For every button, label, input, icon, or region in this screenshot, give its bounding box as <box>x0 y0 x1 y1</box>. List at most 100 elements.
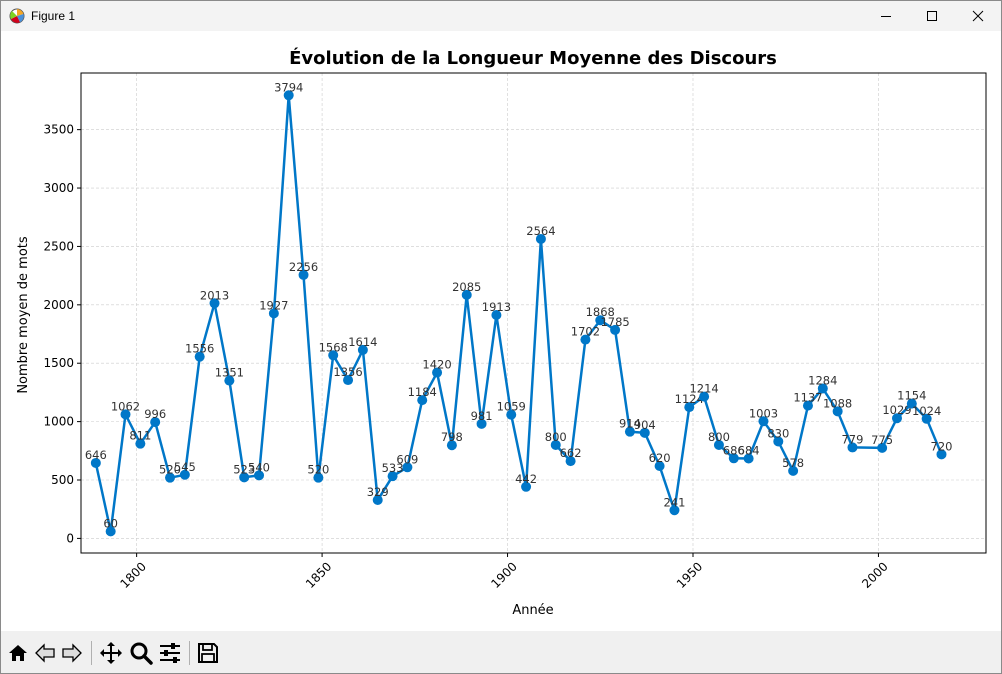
data-label: 646 <box>85 448 107 462</box>
y-tick-label: 500 <box>51 473 74 487</box>
data-label: 1614 <box>348 335 377 349</box>
y-tick-label: 1000 <box>43 415 74 429</box>
data-point <box>343 375 354 386</box>
minimize-icon <box>881 16 891 17</box>
data-point <box>832 406 843 417</box>
data-point <box>773 436 784 447</box>
data-point <box>669 505 680 516</box>
data-label: 1785 <box>600 315 629 329</box>
y-tick-label: 1500 <box>43 356 74 370</box>
y-tick-label: 3500 <box>43 123 74 137</box>
data-point <box>150 417 161 428</box>
data-point <box>521 481 532 492</box>
data-point <box>283 90 294 101</box>
data-label: 609 <box>396 452 418 466</box>
maximize-button[interactable] <box>909 1 955 31</box>
data-label: 1568 <box>319 340 348 354</box>
home-button[interactable] <box>5 640 31 666</box>
data-label: 684 <box>738 444 760 458</box>
data-label: 800 <box>708 430 730 444</box>
data-point <box>580 334 591 345</box>
data-label: 1184 <box>408 385 437 399</box>
data-label: 1927 <box>259 298 288 312</box>
data-label: 1024 <box>912 404 941 418</box>
forward-arrow-icon <box>62 643 82 663</box>
data-point <box>550 439 561 450</box>
maximize-icon <box>927 11 937 21</box>
data-point <box>402 462 413 473</box>
data-label: 1214 <box>689 382 718 396</box>
window-title: Figure 1 <box>31 9 76 23</box>
y-tick-label: 3000 <box>43 181 74 195</box>
data-point <box>535 233 546 244</box>
data-label: 1029 <box>882 403 911 417</box>
data-point <box>654 460 665 471</box>
data-label: 1062 <box>111 399 140 413</box>
data-point <box>788 465 799 476</box>
data-point <box>417 395 428 406</box>
y-tick-label: 2000 <box>43 298 74 312</box>
figure-background <box>1 31 1001 631</box>
data-label: 1003 <box>749 406 778 420</box>
data-point <box>165 472 176 483</box>
configure-subplots-button[interactable] <box>157 640 183 666</box>
navigation-toolbar <box>1 631 1001 673</box>
data-label: 720 <box>931 439 953 453</box>
data-label: 798 <box>441 430 463 444</box>
data-label: 520 <box>159 463 181 477</box>
data-point <box>639 427 650 438</box>
data-label: 811 <box>129 429 151 443</box>
data-point <box>699 391 710 402</box>
data-label: 329 <box>367 485 389 499</box>
data-point <box>624 426 635 437</box>
data-point <box>120 409 131 420</box>
close-button[interactable] <box>955 1 1001 31</box>
minimize-button[interactable] <box>863 1 909 31</box>
data-point <box>313 472 324 483</box>
data-label: 3794 <box>274 80 303 94</box>
line-chart: 6466010628119965205451556201313515235401… <box>1 31 1001 631</box>
data-label: 523 <box>233 462 255 476</box>
data-point <box>254 470 265 481</box>
data-label: 2564 <box>526 224 555 238</box>
data-label: 800 <box>545 430 567 444</box>
y-tick-label: 0 <box>66 531 74 545</box>
data-point <box>684 402 695 413</box>
data-label: 520 <box>307 463 329 477</box>
back-button[interactable] <box>32 640 58 666</box>
data-label: 904 <box>634 418 656 432</box>
data-point <box>743 453 754 464</box>
data-label: 1154 <box>897 389 926 403</box>
axes-frame <box>80 72 987 554</box>
chart-title: Évolution de la Longueur Moyenne des Dis… <box>289 47 777 69</box>
data-label: 830 <box>767 426 789 440</box>
data-point <box>817 383 828 394</box>
toolbar-separator <box>91 641 92 665</box>
data-label: 1556 <box>185 342 214 356</box>
data-point <box>224 375 235 386</box>
data-label: 540 <box>248 460 270 474</box>
data-point <box>432 367 443 378</box>
home-icon <box>9 645 27 661</box>
save-button[interactable] <box>195 640 221 666</box>
floppy-disk-icon <box>198 643 218 663</box>
data-label: 1868 <box>586 305 615 319</box>
data-point <box>298 269 309 280</box>
data-label: 1420 <box>422 358 451 372</box>
data-label: 2085 <box>452 280 481 294</box>
y-tick-label: 2500 <box>43 239 74 253</box>
data-point <box>491 309 502 320</box>
pan-button[interactable] <box>98 640 124 666</box>
zoom-button[interactable] <box>128 640 154 666</box>
data-point <box>268 308 279 319</box>
forward-button[interactable] <box>59 640 85 666</box>
data-point <box>194 351 205 362</box>
data-label: 1702 <box>571 325 600 339</box>
toolbar-separator <box>189 641 190 665</box>
series-layer: 6466010628119965205451556201313515235401… <box>85 80 953 537</box>
data-point <box>90 457 101 468</box>
data-point <box>713 439 724 450</box>
data-point <box>135 438 146 449</box>
data-label: 241 <box>663 495 685 509</box>
